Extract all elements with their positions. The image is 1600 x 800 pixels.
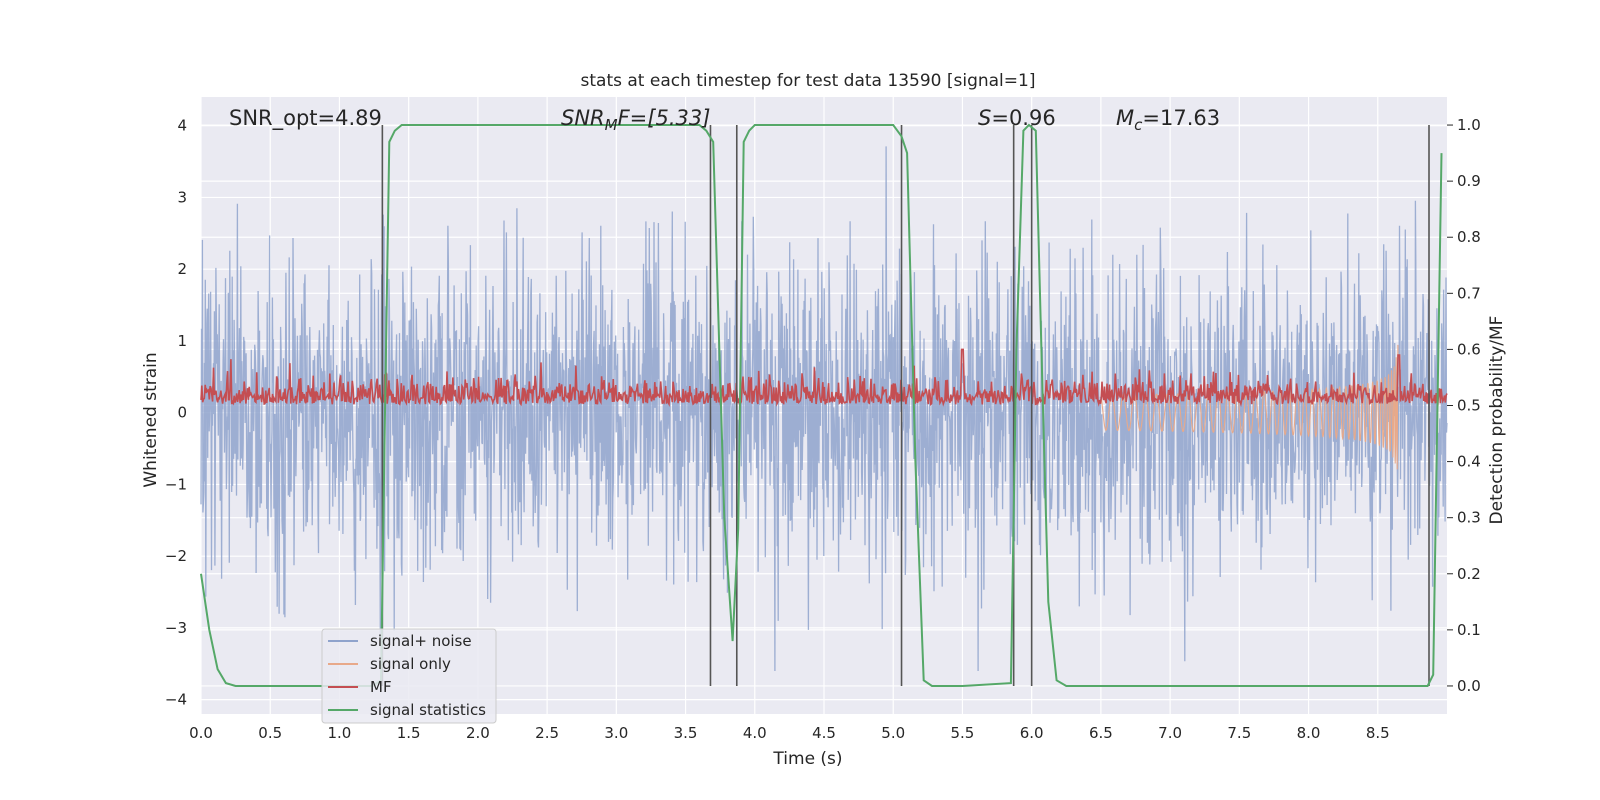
y2-tick-label: 0.4 bbox=[1457, 453, 1481, 471]
x-tick-label: 0.5 bbox=[258, 724, 282, 742]
mc-rest: =17.63 bbox=[1142, 106, 1220, 130]
y2-tick-label: 1.0 bbox=[1457, 116, 1481, 134]
x-axis-ticks: 0.0 0.5 1.0 1.5 2.0 2.5 3.0 3.5 4.0 4.5 5.0 5.5 6.0 6… bbox=[189, 724, 1390, 742]
s-rest: =0.96 bbox=[991, 106, 1055, 130]
y2-tick-label: 0.1 bbox=[1457, 621, 1481, 639]
annotation-snr-opt: SNR_opt=4.89 bbox=[229, 106, 382, 131]
y-tick-label: −3 bbox=[165, 619, 187, 637]
signal-only-line bbox=[1100, 344, 1399, 470]
snr-mf-main: SNR bbox=[561, 106, 605, 130]
y2-tick-label: 0.9 bbox=[1457, 172, 1481, 190]
x-tick-label: 6.5 bbox=[1089, 724, 1113, 742]
x-tick-label: 5.5 bbox=[951, 724, 975, 742]
x-tick-label: 8.0 bbox=[1297, 724, 1321, 742]
legend-label-noise: signal+ noise bbox=[370, 632, 472, 650]
signal-only-series bbox=[1100, 344, 1399, 470]
x-axis-label: Time (s) bbox=[772, 749, 842, 769]
y2-axis-ticks: 0.0 0.1 0.2 0.3 0.4 0.5 0.6 0.7 0.8 0.9 1.0 bbox=[1447, 116, 1481, 695]
annotation-mc: Mc=17.63 bbox=[1116, 106, 1220, 134]
mc-main: M bbox=[1116, 106, 1134, 130]
legend-box bbox=[321, 628, 497, 724]
x-tick-label: 0.0 bbox=[189, 724, 213, 742]
snr-mf-sub: M bbox=[605, 116, 618, 134]
chart-title: stats at each timestep for test data 135… bbox=[581, 71, 1036, 91]
x-tick-label: 2.0 bbox=[466, 724, 490, 742]
y2-tick-label: 0.2 bbox=[1457, 565, 1481, 583]
x-tick-label: 4.5 bbox=[812, 724, 836, 742]
y2-axis-label: Detection probability/MF bbox=[1487, 316, 1507, 525]
mf-line bbox=[200, 348, 1448, 408]
x-tick-label: 8.5 bbox=[1366, 724, 1390, 742]
x-tick-label: 1.0 bbox=[328, 724, 352, 742]
y2-tick-label: 0.7 bbox=[1457, 284, 1481, 302]
legend-label-signal: signal only bbox=[370, 655, 451, 673]
snr-mf-rest: F=[5.33] bbox=[618, 106, 711, 130]
noise-line bbox=[200, 146, 1448, 672]
x-tick-label: 1.5 bbox=[397, 724, 421, 742]
y-tick-label: 0 bbox=[177, 404, 187, 422]
y-tick-label: 1 bbox=[177, 332, 187, 350]
y-axis-ticks: −4 −3 −2 −1 0 1 2 3 4 bbox=[165, 117, 187, 709]
y-tick-label: −1 bbox=[165, 475, 187, 493]
x-tick-label: 7.5 bbox=[1227, 724, 1251, 742]
y2-tick-label: 0.8 bbox=[1457, 228, 1481, 246]
legend-label-mf: MF bbox=[370, 678, 392, 696]
x-tick-label: 3.0 bbox=[604, 724, 628, 742]
y2-tick-label: 0.5 bbox=[1457, 397, 1481, 415]
s-main: S bbox=[978, 106, 991, 130]
annotation-snr-mf: SNRMF=[5.33] bbox=[561, 106, 710, 134]
x-tick-label: 7.0 bbox=[1158, 724, 1182, 742]
signal-noise-series bbox=[200, 146, 1448, 672]
x-tick-label: 2.5 bbox=[535, 724, 559, 742]
mf-series bbox=[200, 348, 1448, 408]
y-tick-label: 3 bbox=[177, 188, 187, 206]
y2-tick-label: 0.6 bbox=[1457, 340, 1481, 358]
x-tick-label: 3.5 bbox=[674, 724, 698, 742]
mc-sub: c bbox=[1134, 116, 1143, 134]
y-tick-label: −4 bbox=[165, 691, 187, 709]
x-tick-label: 6.0 bbox=[1020, 724, 1044, 742]
y-axis-label: Whitened strain bbox=[141, 352, 161, 487]
y-tick-label: 2 bbox=[177, 260, 187, 278]
legend: signal+ noise signal only MF signal stat… bbox=[321, 628, 497, 724]
x-tick-label: 5.0 bbox=[881, 724, 905, 742]
legend-label-stat: signal statistics bbox=[370, 701, 486, 719]
y-tick-label: −2 bbox=[165, 547, 187, 565]
annotation-s: S=0.96 bbox=[978, 106, 1056, 130]
x-tick-label: 4.0 bbox=[743, 724, 767, 742]
y2-tick-label: 0.0 bbox=[1457, 677, 1481, 695]
y-tick-label: 4 bbox=[177, 117, 187, 135]
y2-tick-label: 0.3 bbox=[1457, 509, 1481, 527]
